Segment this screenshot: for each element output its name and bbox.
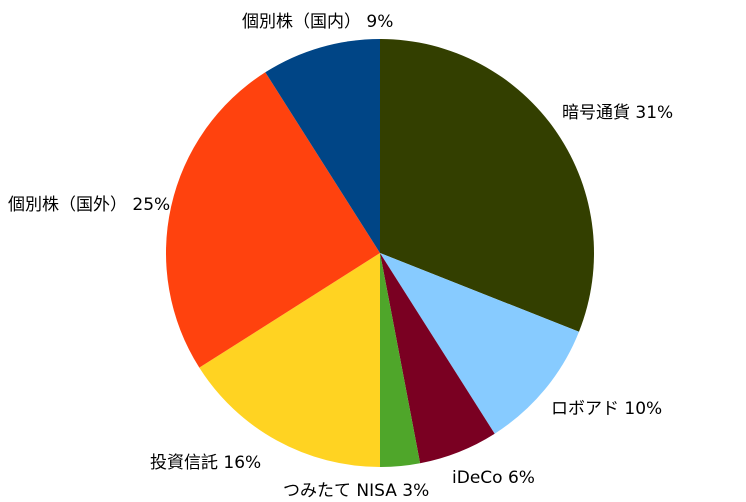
pie-slice-1 <box>380 253 579 434</box>
pie-slice-label-4: 投資信託 16% <box>150 453 261 473</box>
pie-slice-label-0: 暗号通貨 31% <box>562 103 673 123</box>
pie-slice-label-5: 個別株（国外） 25% <box>8 195 170 215</box>
pie-slice-6 <box>265 39 380 253</box>
pie-slice-label-3: つみたて NISA 3% <box>283 481 429 501</box>
pie-slice-0 <box>380 39 594 332</box>
pie-slices <box>165 39 594 467</box>
pie-slice-label-6: 個別株（国内） 9% <box>242 12 393 32</box>
pie-slice-5 <box>165 72 380 368</box>
pie-slice-3 <box>380 253 421 467</box>
pie-slice-label-1: ロボアド 10% <box>551 399 662 419</box>
pie-labels: 暗号通貨 31% ロボアド 10% iDeCo 6% つみたて NISA 3% 投資信託… <box>8 12 673 501</box>
pie-slice-4 <box>199 253 380 467</box>
pie-slice-label-2: iDeCo 6% <box>452 468 535 488</box>
pie-slice-2 <box>380 253 495 464</box>
